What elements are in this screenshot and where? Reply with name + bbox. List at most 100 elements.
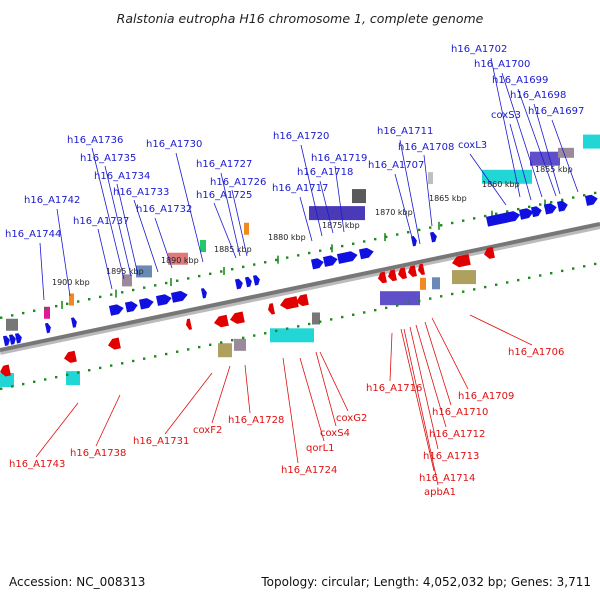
gene-label-h16-a1702[interactable]: h16_A1702 bbox=[451, 44, 507, 55]
gene-label-h16-a1697[interactable]: h16_A1697 bbox=[528, 106, 584, 117]
scale-dot-upper bbox=[506, 210, 509, 213]
leader-line-reverse bbox=[35, 402, 79, 458]
reverse-gene-arrow bbox=[452, 253, 471, 268]
gene-label-h16-a1744[interactable]: h16_A1744 bbox=[5, 229, 61, 240]
gene-label-h16-a1728[interactable]: h16_A1728 bbox=[228, 415, 284, 426]
reverse-gene-arrow bbox=[0, 364, 11, 377]
gene-label-h16-a1714[interactable]: h16_A1714 bbox=[419, 473, 475, 484]
scale-dot-lower bbox=[440, 295, 443, 298]
gene-label-h16-a1738[interactable]: h16_A1738 bbox=[70, 448, 126, 459]
gene-label-h16-a1724[interactable]: h16_A1724 bbox=[281, 465, 337, 476]
gene-label-h16-a1711[interactable]: h16_A1707 bbox=[368, 160, 424, 171]
gene-label-h16-a1706[interactable]: h16_A1706 bbox=[508, 347, 564, 358]
feature-box-grey bbox=[6, 318, 18, 331]
gene-label-h16-a1717[interactable]: h16_A1719 bbox=[311, 153, 367, 164]
gene-label-h16-a1700[interactable]: h16_A1700 bbox=[474, 59, 530, 70]
gene-label-qorL1[interactable]: qorL1 bbox=[306, 443, 335, 454]
gene-shape bbox=[70, 317, 77, 328]
feature-box-steel bbox=[432, 277, 440, 290]
gene-label-h16-a1743[interactable]: h16_A1743 bbox=[9, 459, 65, 470]
scale-dot-upper bbox=[528, 205, 531, 209]
reverse-gene-arrow bbox=[230, 311, 245, 324]
leader-line-reverse bbox=[409, 326, 439, 450]
gene-shape bbox=[108, 304, 124, 316]
scale-dot-upper bbox=[374, 237, 377, 241]
gene-label-h16-a1736[interactable]: h16_A1736 bbox=[67, 135, 123, 146]
leader-line-reverse bbox=[469, 314, 533, 346]
leader-line-reverse bbox=[211, 365, 231, 424]
gene-label-h16-a1720[interactable]: h16_A1717 bbox=[272, 183, 328, 194]
tick-label-1880: 1880 kbp bbox=[268, 233, 306, 242]
gene-label-h16-a1730[interactable]: h16_A1730 bbox=[146, 139, 202, 150]
gene-label-coxG2[interactable]: coxG2 bbox=[336, 413, 367, 424]
gene-label-h16-a1710[interactable]: h16_A1710 bbox=[432, 407, 488, 418]
map-title: Ralstonia eutropha H16 chromosome 1, com… bbox=[117, 11, 484, 26]
scale-dot-upper bbox=[561, 198, 564, 202]
gene-label-h16-a1734[interactable]: h16_A1734 bbox=[94, 171, 150, 182]
gene-label-h16-a1713[interactable]: h16_A1713 bbox=[423, 451, 479, 462]
gene-label-h16-a1718[interactable]: h16_A1718 bbox=[297, 167, 353, 178]
gene-label-apbA1[interactable]: apbA1 bbox=[424, 487, 456, 498]
feature-box-orange bbox=[420, 277, 426, 290]
gene-label-h16-a1727[interactable]: h16_A1725 bbox=[196, 190, 252, 201]
gene-label-h16-a1698[interactable]: h16_A1698 bbox=[510, 90, 566, 101]
forward-gene-arrow bbox=[200, 288, 207, 299]
gene-label-h16-a1742[interactable]: h16_A1742 bbox=[24, 195, 80, 206]
reverse-gene-arrow bbox=[108, 337, 121, 350]
gene-shape bbox=[584, 194, 598, 206]
scale-dot-lower bbox=[594, 262, 597, 266]
gene-shape bbox=[408, 265, 417, 277]
leader-line-forward bbox=[91, 147, 125, 280]
gene-shape bbox=[518, 208, 534, 220]
gene-shape bbox=[2, 335, 10, 347]
scale-dot-lower bbox=[143, 357, 146, 360]
gene-label-h16-a1709[interactable]: h16_A1709 bbox=[458, 391, 514, 402]
gene-label-h16-a1708[interactable]: h16_A1711 bbox=[377, 126, 433, 137]
gene-shape bbox=[530, 206, 542, 218]
scale-dot-lower bbox=[55, 375, 58, 379]
forward-gene-arrow bbox=[310, 258, 324, 270]
gene-label-coxS3[interactable]: coxS3 bbox=[491, 110, 521, 121]
gene-label-h16-a1725[interactable]: h16_A1726 bbox=[210, 177, 266, 188]
gene-label-h16-a1733[interactable]: h16_A1733 bbox=[113, 187, 169, 198]
gene-label-h16-a1726[interactable]: h16_A1727 bbox=[196, 159, 252, 170]
scale-dot-upper bbox=[341, 244, 344, 248]
scale-dot-upper bbox=[66, 302, 69, 306]
gene-label-h16-a1732[interactable]: h16_A1732 bbox=[136, 204, 192, 215]
scale-dot-upper bbox=[583, 194, 586, 197]
scale-dot-lower bbox=[407, 302, 410, 305]
gene-shape bbox=[336, 251, 358, 264]
gene-label-coxL3[interactable]: coxL3 bbox=[458, 140, 487, 151]
scale-dot-lower bbox=[165, 352, 168, 356]
leader-line-forward bbox=[423, 154, 433, 227]
scale-dot-lower bbox=[110, 364, 113, 367]
gene-label-h16-a1731[interactable]: h16_A1731 bbox=[133, 436, 189, 447]
gene-label-h16-a1707[interactable]: h16_A1708 bbox=[398, 142, 454, 153]
forward-gene-arrow bbox=[543, 203, 557, 215]
gene-label-h16-a1719[interactable]: h16_A1720 bbox=[273, 131, 329, 142]
gene-label-h16-a1716[interactable]: h16_A1716 bbox=[366, 383, 422, 394]
gene-label-coxS4[interactable]: coxS4 bbox=[320, 428, 350, 439]
leader-line-forward bbox=[231, 189, 248, 257]
feature-box-green bbox=[200, 240, 206, 252]
gene-shape bbox=[244, 276, 252, 288]
feature-box-lightgrey bbox=[428, 172, 433, 185]
scale-dot-lower bbox=[484, 285, 487, 289]
leader-line-forward bbox=[56, 208, 71, 297]
scale-dot-upper bbox=[517, 207, 520, 211]
gene-shape bbox=[155, 294, 172, 306]
scale-dot-lower bbox=[22, 382, 25, 386]
scale-dot-upper bbox=[275, 258, 278, 262]
scale-dot-upper bbox=[385, 235, 388, 239]
scale-dots bbox=[0, 191, 597, 390]
gene-label-h16-a1712[interactable]: h16_A1712 bbox=[429, 429, 485, 440]
gene-label-h16-a1735[interactable]: h16_A1735 bbox=[80, 153, 136, 164]
gene-label-coxF2[interactable]: coxF2 bbox=[193, 425, 222, 436]
scale-dot-upper bbox=[231, 267, 234, 271]
gene-label-h16-a1737[interactable]: h16_A1737 bbox=[73, 216, 129, 227]
gene-label-h16-a1699[interactable]: h16_A1699 bbox=[492, 75, 548, 86]
scale-dot-upper bbox=[22, 311, 25, 315]
scale-dot-lower bbox=[495, 283, 498, 286]
reverse-gene-arrow bbox=[378, 271, 387, 284]
